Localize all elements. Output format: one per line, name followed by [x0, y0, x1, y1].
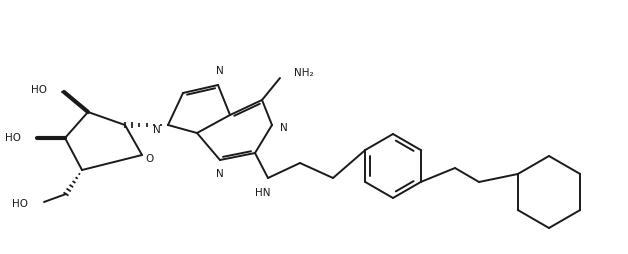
Text: HO: HO: [5, 133, 21, 143]
Text: NH₂: NH₂: [294, 68, 313, 78]
Text: HN: HN: [255, 188, 271, 198]
Text: N: N: [153, 125, 161, 135]
Text: N: N: [216, 169, 224, 179]
Text: N: N: [280, 123, 288, 133]
Text: HO: HO: [31, 85, 47, 95]
Text: N: N: [216, 66, 224, 76]
Text: O: O: [146, 154, 154, 164]
Text: HO: HO: [12, 199, 28, 209]
